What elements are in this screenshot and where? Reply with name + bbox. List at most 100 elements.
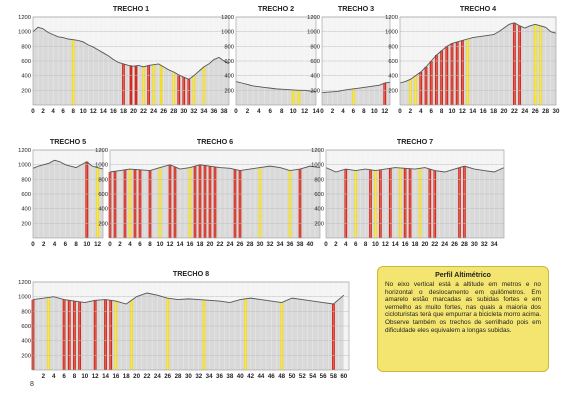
x-tick-label: 24 [150,108,157,115]
x-tick-label: 28 [461,241,468,248]
x-tick-label: 22 [431,241,438,248]
x-tick-label: 2 [42,373,46,380]
x-tick-label: 12 [382,241,389,248]
red-band [129,65,133,105]
x-tick-label: 0 [324,241,328,248]
x-tick-label: 38 [221,108,228,115]
x-tick-label: 36 [210,108,217,115]
profile-area [33,160,103,238]
y-tick-label: 200 [224,88,234,94]
y-tick-label: 200 [314,221,324,227]
x-tick-label: 30 [180,108,187,115]
chart-title: TRECHO 7 [397,137,433,146]
y-tick-label: 600 [21,324,31,330]
x-tick-label: 18 [197,241,204,248]
y-tick-label: 1000 [95,163,108,169]
x-tick-label: 4 [128,241,132,248]
profile-line [235,81,317,92]
x-tick-label: 8 [71,108,75,115]
x-tick-label: 4 [51,108,55,115]
y-tick-label: 800 [98,177,108,183]
x-tick-label: 28 [247,241,254,248]
red-band [134,65,138,105]
y-tick-label: 1000 [307,30,320,36]
x-tick-label: 34 [206,373,213,380]
plot-frame [321,16,391,106]
x-tick-label: 28 [175,373,182,380]
plot-frame [235,16,317,106]
x-tick-label: 8 [73,373,77,380]
x-tick-label: 26 [451,241,458,248]
x-tick-label: 10 [81,373,88,380]
profile-line [321,81,391,93]
x-tick-label: 0 [108,241,112,248]
x-tick-label: 32 [267,241,274,248]
y-tick-label: 400 [310,74,320,80]
y-tick-label: 800 [388,44,398,50]
x-tick-label: 34 [277,241,284,248]
x-tick-label: 2 [331,108,335,115]
x-tick-label: 14 [102,373,109,380]
x-tick-label: 4 [419,108,423,115]
y-tick-label: 600 [21,59,31,65]
plot-frame [399,16,557,106]
chart-title: TRECHO 3 [338,4,374,13]
x-tick-label: 8 [74,241,78,248]
x-tick-label: 10 [83,241,90,248]
x-tick-label: 6 [61,108,65,115]
x-tick-label: 12 [301,108,308,115]
y-tick-label: 200 [21,353,31,359]
x-tick-label: 30 [257,241,264,248]
x-tick-label: 16 [187,241,194,248]
plot-frame [32,16,230,106]
x-tick-label: 6 [269,108,273,115]
profile-line [399,22,557,84]
x-tick-label: 32 [195,373,202,380]
x-tick-label: 56 [320,373,327,380]
x-tick-label: 18 [490,108,497,115]
x-tick-label: 0 [320,108,324,115]
x-tick-label: 50 [289,373,296,380]
x-tick-label: 26 [237,241,244,248]
x-tick-label: 2 [246,108,250,115]
x-tick-label: 42 [247,373,254,380]
x-tick-label: 0 [234,108,238,115]
y-tick-label: 200 [21,88,31,94]
x-tick-label: 2 [118,241,122,248]
x-tick-label: 24 [227,241,234,248]
x-tick-label: 20 [130,108,137,115]
x-tick-label: 32 [481,241,488,248]
x-tick-label: 12 [459,108,466,115]
x-tick-label: 12 [381,108,388,115]
x-tick-label: 20 [133,373,140,380]
y-tick-label: 1000 [18,163,31,169]
profile-line [325,165,505,173]
x-tick-label: 16 [402,241,409,248]
x-tick-label: 0 [398,108,402,115]
x-tick-label: 52 [299,373,306,380]
y-tick-label: 800 [21,44,31,50]
x-tick-label: 14 [469,108,476,115]
x-tick-label: 10 [372,241,379,248]
y-tick-label: 800 [310,44,320,50]
y-tick-label: 1200 [95,148,108,154]
x-tick-label: 16 [112,373,119,380]
x-tick-label: 16 [480,108,487,115]
y-tick-label: 1000 [385,30,398,36]
x-tick-label: 10 [449,108,456,115]
y-tick-label: 1200 [385,15,398,21]
x-tick-label: 36 [287,241,294,248]
y-tick-label: 400 [224,74,234,80]
x-tick-label: 14 [313,108,320,115]
x-tick-label: 20 [421,241,428,248]
x-tick-label: 20 [501,108,508,115]
y-tick-label: 600 [314,192,324,198]
x-tick-label: 26 [532,108,539,115]
chart-title: TRECHO 6 [197,137,233,146]
y-tick-label: 1200 [307,15,320,21]
x-tick-label: 2 [334,241,338,248]
